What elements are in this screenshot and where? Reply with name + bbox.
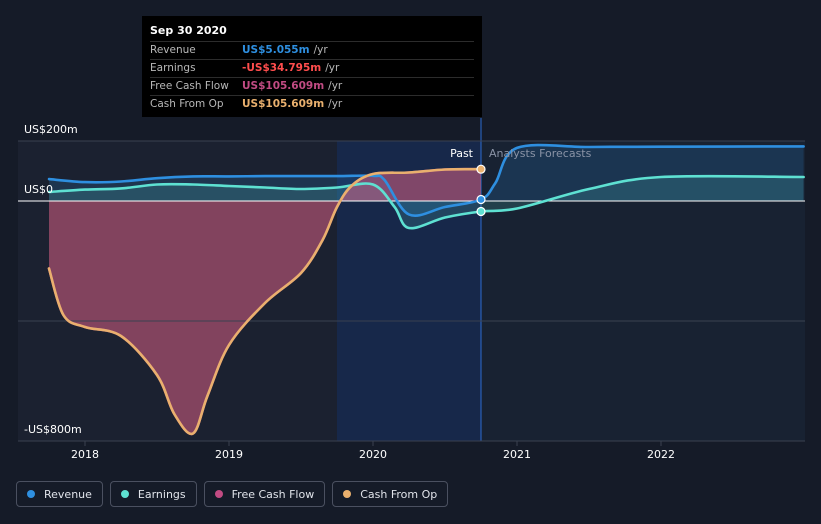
tooltip-row-value: US$105.609m [242,98,325,110]
cash-from-op-marker [476,164,486,174]
legend-item-earnings[interactable]: Earnings [109,481,197,507]
earnings-area [49,176,804,229]
tooltip-row-unit: /yr [325,62,340,74]
tooltip-row-value: US$5.055m [242,44,310,56]
revenue-line [47,143,805,217]
y-tick-label: US$200m [24,123,78,136]
chart-grid-layer [18,140,805,442]
earnings-marker [476,206,486,217]
revenue-dot-icon [27,490,35,498]
tooltip-rows: Revenue US$5.055m/yr Earnings -US$34.795m/y… [150,41,474,113]
forecast-label: Analysts Forecasts [489,147,592,160]
tooltip-row-name: Revenue [150,44,196,56]
x-tick-label: 2018 [71,448,99,461]
earnings-dot-icon [120,490,129,498]
legend-item-free-cash-flow[interactable]: Free Cash Flow [203,481,326,507]
tooltip-row-name: Cash From Op [150,98,224,110]
past-label: Past [450,147,474,160]
tooltip-row: Revenue US$5.055m/yr [150,41,474,59]
tooltip-row-name: Free Cash Flow [150,80,229,92]
cash-from-op-line [47,167,483,436]
legend-item-revenue[interactable]: Revenue [16,481,103,507]
legend-label: Revenue [44,487,92,501]
data-tooltip: Sep 30 2020 Revenue US$5.055m/yr Earnings -… [142,16,482,117]
tooltip-row-value: US$105.609m [242,80,325,92]
legend-label: Free Cash Flow [231,487,315,501]
tooltip-row: Cash From Op US$105.609m/yr [150,95,474,113]
revenue-marker [476,194,486,205]
forecast-region [481,141,805,441]
chart-line-layer [47,143,805,436]
x-tick-label: 2020 [359,448,387,461]
tooltip-row-unit: /yr [328,80,343,92]
x-tick-label: 2021 [503,448,531,461]
tooltip-row: Earnings -US$34.795m/yr [150,59,474,77]
tooltip-row-value: -US$34.795m [242,62,322,74]
x-tick-label: 2022 [647,448,675,461]
x-tick-label: 2019 [215,448,243,461]
tooltip-date: Sep 30 2020 [150,24,227,37]
tooltip-row: Free Cash Flow US$105.609m/yr [150,77,474,95]
revenue-area [49,145,804,216]
earnings-revenue-chart: US$200m US$0 -US$800m 2018 2019 2020 2021 2022 P… [18,118,805,461]
y-tick-label: -US$800m [24,423,82,436]
tooltip-row-unit: /yr [313,44,328,56]
tooltip-row-unit: /yr [328,98,343,110]
legend-label: Earnings [137,487,186,501]
y-tick-label: US$0 [24,183,53,196]
free-cash-flow-dot-icon [214,490,223,498]
earnings-line [47,174,805,230]
chart-label-layer: US$200m US$0 -US$800m 2018 2019 2020 2021 2022 P… [24,123,675,461]
legend-label: Cash From Op [360,487,438,501]
tooltip-row-name: Earnings [150,62,196,74]
legend-item-cash-from-op[interactable]: Cash From Op [332,481,449,507]
chart-legend: Revenue Earnings Free Cash Flow Cash From O… [16,481,449,507]
cash-from-op-dot-icon [343,490,352,498]
